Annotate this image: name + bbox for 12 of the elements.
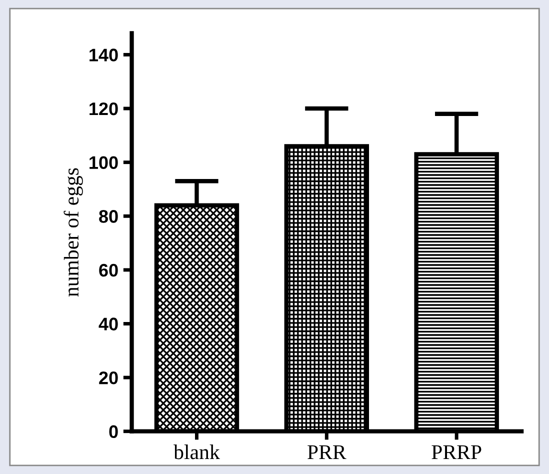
x-tick-label: PRR: [308, 445, 346, 459]
y-tick-label: 20: [99, 371, 118, 384]
x-tick-label: blank: [174, 444, 220, 460]
y-tick-label: 40: [98, 318, 118, 330]
y-axis-title: number of eggs: [64, 168, 83, 297]
y-tick-label: 80: [99, 210, 118, 223]
y-tick-label: 0: [109, 425, 118, 438]
y-tick-label: 100: [90, 156, 118, 170]
y-tick-label: 140: [90, 48, 118, 62]
y-tick-label: 120: [90, 102, 118, 116]
x-tick-label: PRRP: [432, 445, 482, 459]
y-tick-label: 60: [99, 264, 118, 277]
